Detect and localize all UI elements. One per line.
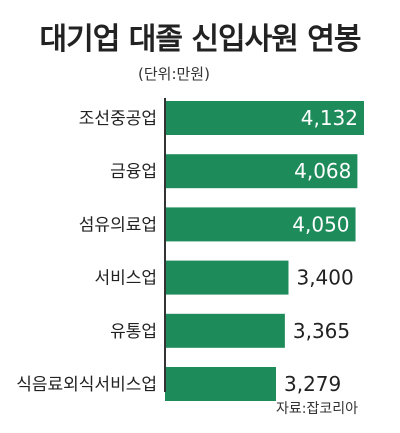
value-label: 3,365 (293, 319, 350, 343)
unit-note: (단위:만원) (138, 65, 210, 83)
value-label: 4,068 (294, 159, 351, 183)
bar-1 (165, 101, 364, 135)
value-label: 4,132 (301, 106, 358, 130)
bar-5 (165, 313, 285, 348)
bar-6 (165, 367, 276, 401)
category-label: 식음료외식서비스업 (16, 375, 157, 395)
category-label: 금융업 (110, 162, 157, 182)
category-label: 유통업 (110, 322, 157, 342)
value-label: 3,400 (296, 266, 353, 290)
value-label: 3,279 (284, 372, 341, 396)
value-label: 4,050 (292, 212, 349, 236)
bar-2 (165, 154, 358, 189)
category-label: 서비스업 (94, 269, 157, 289)
bar-4 (165, 260, 289, 295)
chart-title: 대기업 대졸 신입사원 연봉 (39, 22, 362, 57)
source-note: 자료:잡코리아 (276, 401, 358, 417)
bar-3 (165, 207, 356, 242)
category-label: 조선중공업 (79, 109, 157, 129)
category-label: 섬유의료업 (79, 215, 157, 235)
